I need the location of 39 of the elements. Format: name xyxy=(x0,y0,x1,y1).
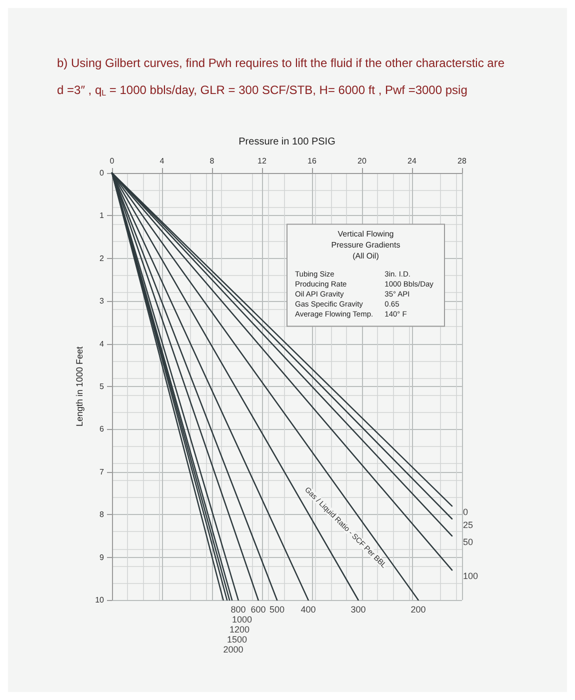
x-tick-label: 24 xyxy=(408,156,417,166)
y-axis-title: Length in 1000 Feet xyxy=(74,346,84,427)
y-tick-label: 0 xyxy=(100,168,105,178)
series-label: 0 xyxy=(463,507,468,518)
series-label: 25 xyxy=(463,520,474,530)
series-label: 600 xyxy=(250,604,266,614)
text: 1200 xyxy=(229,624,250,634)
series-label: 50 xyxy=(463,536,474,547)
x-axis-title: Pressure in 100 PSIG xyxy=(238,136,336,148)
series-label: 400 xyxy=(300,604,316,614)
y-tick-label: 3 xyxy=(100,296,105,306)
y-tick-label: 7 xyxy=(100,467,105,476)
series-label: 300 xyxy=(350,604,366,614)
annotation: Vertical Flowing xyxy=(338,230,394,239)
annotation: (All Oil) xyxy=(352,252,380,261)
x-tick-label: 20 xyxy=(358,156,367,166)
y-tick-label: 2 xyxy=(100,254,105,263)
y-tick-label: 8 xyxy=(100,510,105,520)
text: 1500 xyxy=(226,634,248,644)
x-tick-label: 16 xyxy=(308,156,317,166)
x-tick-label: 8 xyxy=(210,156,215,166)
y-tick-label: 10 xyxy=(95,596,105,604)
x-tick-label: 12 xyxy=(258,156,267,166)
series-label: 500 xyxy=(269,604,285,614)
y-tick-label: 5 xyxy=(100,382,105,391)
series-label: 100 xyxy=(463,571,478,582)
annotation: Pressure Gradients xyxy=(331,240,400,250)
x-tick-label: 28 xyxy=(458,156,467,166)
x-tick-label: 0 xyxy=(110,156,115,166)
series-label: 1000 xyxy=(232,614,252,624)
y-tick-label: 1 xyxy=(100,211,105,220)
series-label: 800 xyxy=(230,604,246,614)
y-tick-label: 9 xyxy=(100,552,105,562)
series-label: 200 xyxy=(410,604,426,614)
y-tick-label: 4 xyxy=(100,339,105,348)
x-tick-label: 4 xyxy=(160,156,165,166)
y-tick-label: 6 xyxy=(100,424,105,434)
text: 2000 xyxy=(223,644,244,654)
chart-title: b) Using Gilbert curves, find Pwh requires to lift the fluid if the other characterstic are xyxy=(57,56,505,70)
